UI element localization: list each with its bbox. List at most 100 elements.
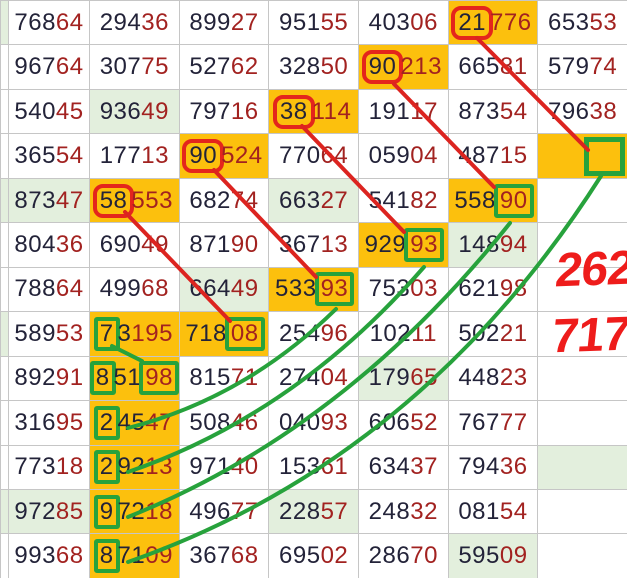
grid-cell-empty	[538, 534, 627, 578]
grid-cell: 059 04	[358, 134, 449, 179]
grid-cell: 929 93	[358, 223, 449, 268]
digit-group: 487	[458, 142, 500, 170]
edge-sliver-cell	[1, 401, 9, 446]
edge-sliver-cell	[1, 89, 9, 135]
grid-cell: 892 91	[9, 356, 90, 402]
grid-cell: 690 49	[90, 223, 180, 268]
digit-group: 36	[141, 8, 169, 36]
digit-group: 72	[117, 497, 146, 525]
digit-group: 68	[141, 275, 169, 303]
edge-sliver-cell	[1, 267, 9, 313]
digit-group: 06	[410, 8, 438, 36]
digit-group: 54	[55, 142, 84, 170]
grid-cell: 496 77	[179, 489, 270, 535]
digit-group: 77	[230, 497, 259, 525]
grid-cell: 653 53	[538, 1, 627, 46]
digit-group: 04	[410, 142, 438, 170]
digit-group: 51	[113, 364, 142, 392]
edge-sliver-cell	[1, 178, 9, 224]
highlight-box-green: 93	[314, 272, 355, 307]
grid-cell: 972 85	[9, 489, 90, 535]
highlight-box-red: 21	[451, 5, 494, 40]
digit-group: 81	[499, 53, 528, 81]
digit-group: 971	[189, 453, 231, 481]
digit-group: 09	[499, 542, 528, 570]
edge-sliver-cell	[1, 1, 9, 46]
digit-group: 03	[410, 275, 438, 303]
digit-group: 665	[458, 53, 500, 81]
digit-group: 54	[499, 97, 528, 125]
highlight-box-red: 58	[92, 183, 135, 218]
digit-group: 02	[320, 542, 349, 570]
digit-group: 621	[458, 275, 500, 303]
grid-cell-empty	[538, 401, 627, 446]
digit-group: 47	[55, 186, 84, 214]
edge-sliver-cell	[1, 45, 9, 90]
grid-cell: 248 32	[358, 489, 449, 535]
digit-group: 91	[55, 364, 84, 392]
grid-cell: 695 02	[269, 534, 359, 578]
grid-cell: 788 64	[9, 267, 90, 313]
digit-group: 776	[490, 8, 532, 36]
grid-cell: 796 38	[538, 89, 627, 135]
grid-cell: 936 49	[90, 89, 180, 135]
grid-cell: 040 93	[269, 401, 359, 446]
digit-group: 50	[320, 53, 349, 81]
grid-cell: 102 11	[358, 312, 449, 357]
digit-group: 64	[320, 142, 349, 170]
digit-group: 71	[230, 364, 259, 392]
digit-group: 796	[547, 97, 590, 125]
digit-group: 873	[458, 97, 500, 125]
digit-group: 316	[14, 408, 56, 436]
grid-cell: 967 64	[9, 45, 90, 90]
grid-cell: 499 68	[90, 267, 180, 313]
highlight-box-green: 93	[404, 227, 444, 262]
digit-group: 606	[368, 408, 411, 436]
grid-cell: 307 75	[90, 45, 180, 90]
digit-group: 71	[117, 542, 146, 570]
digit-group: 49	[141, 230, 169, 258]
digit-group: 32	[410, 497, 438, 525]
digit-group: 899	[189, 8, 231, 36]
digit-group: 114	[311, 97, 352, 125]
digit-group: 328	[279, 53, 321, 81]
grid-cell-empty	[538, 356, 627, 402]
grid-cell: 768 64	[9, 1, 90, 46]
grid-cell: 254 96	[269, 312, 359, 357]
digit-group: 04	[320, 364, 349, 392]
digit-group: 663	[279, 186, 321, 214]
digit-group: 36	[499, 453, 528, 481]
highlight-box-green: 8	[89, 361, 116, 396]
digit-group: 367	[279, 230, 321, 258]
highlight-box-green: 2	[93, 450, 120, 485]
digit-group: 82	[410, 186, 438, 214]
digit-group: 929	[364, 230, 407, 258]
digit-group: 11	[411, 319, 438, 347]
digit-group: 892	[14, 364, 56, 392]
digit-group: 682	[189, 186, 231, 214]
digit-group: 448	[458, 364, 500, 392]
digit-group: 13	[320, 230, 349, 258]
grid-cell: 664 49	[179, 267, 270, 313]
digit-group: 95	[55, 408, 84, 436]
grid-cell: 367 13	[269, 223, 359, 268]
digit-group: 690	[99, 230, 142, 258]
digit-group: 54	[499, 497, 528, 525]
grid-cell: 286 70	[358, 534, 449, 578]
digit-group: 16	[230, 97, 259, 125]
digit-group: 38	[589, 97, 618, 125]
highlight-box-green: 08	[224, 316, 265, 351]
digit-group: 040	[279, 408, 321, 436]
grid-cell: 508 46	[179, 401, 270, 446]
digit-group: 059	[368, 142, 411, 170]
digit-group: 773	[14, 453, 56, 481]
digit-group: 541	[368, 186, 411, 214]
grid-cell: 541 82	[358, 178, 449, 224]
digit-group: 62	[230, 53, 259, 81]
digit-group: 15	[499, 142, 528, 170]
digit-group: 274	[279, 364, 321, 392]
digit-group: 496	[189, 497, 231, 525]
grid-cell: 873 47	[9, 178, 90, 224]
digit-group: 96	[320, 319, 349, 347]
digit-group: 45	[55, 97, 84, 125]
